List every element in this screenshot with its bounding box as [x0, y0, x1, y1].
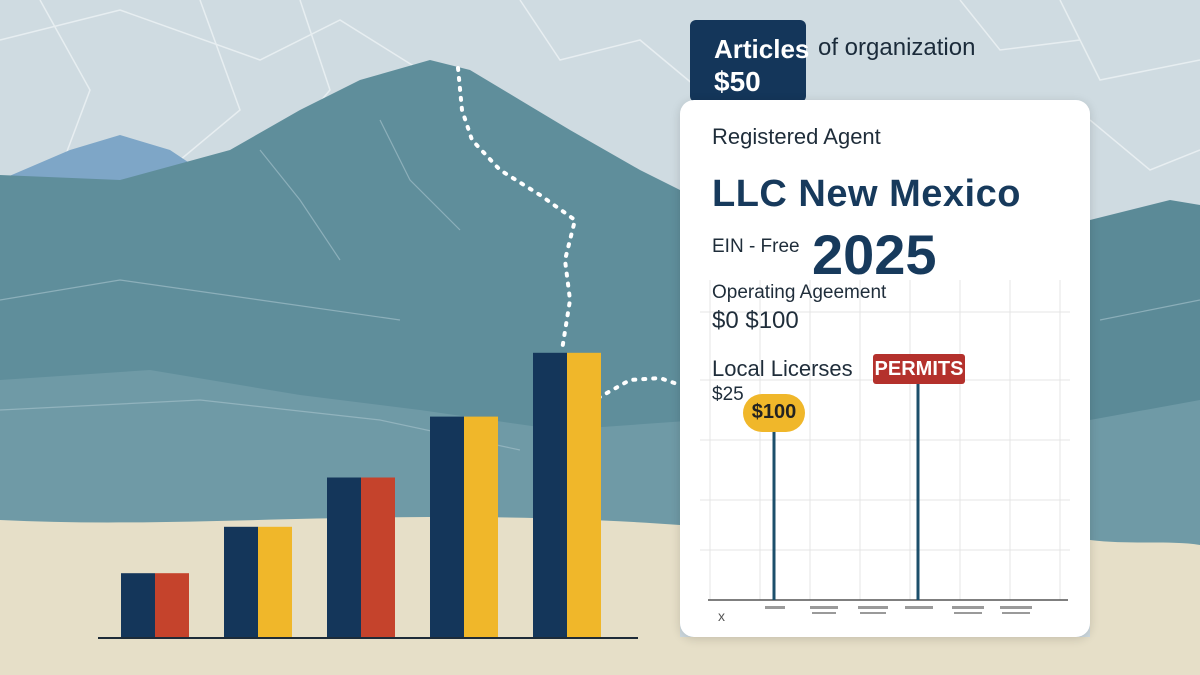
operating-agreement-label: Operating Ageement: [712, 282, 887, 303]
permits-label: PERMITS: [874, 358, 964, 380]
bar-1-right: [155, 573, 189, 637]
bar-1-left: [121, 573, 155, 637]
articles-badge: [690, 20, 806, 102]
axis-x-mark: x: [718, 608, 725, 624]
local-licenses-label: Local Licerses: [712, 356, 853, 381]
bar-5-right: [567, 352, 601, 637]
bar-2-right: [258, 526, 292, 637]
map-lines: [0, 0, 1200, 171]
bar-3-left: [327, 477, 361, 637]
articles-subtitle: of organization: [818, 34, 976, 61]
articles-price: $50: [714, 66, 761, 97]
articles-title: Articles: [714, 34, 810, 64]
card-grid: [700, 280, 1070, 614]
trail-path: [456, 66, 682, 400]
bar-4-left: [430, 416, 464, 637]
bar-4-right: [464, 416, 498, 637]
operating-price: $0 $100: [712, 307, 799, 334]
bar-group-container: [121, 352, 601, 637]
ein-label: EIN - Free: [712, 236, 800, 257]
price-bubble-label: $100: [751, 401, 797, 423]
local-licenses-price: $25: [712, 384, 744, 405]
foothill: [0, 370, 700, 560]
info-card: [680, 100, 1090, 637]
bar-5-left: [533, 352, 567, 637]
bar-3-right: [361, 477, 395, 637]
registered-agent-label: Registered Agent: [712, 124, 881, 149]
permits-badge: [873, 354, 965, 384]
year-label: 2025: [812, 223, 937, 286]
bar-2-left: [224, 526, 258, 637]
card-title: LLC New Mexico: [712, 173, 1021, 215]
price-bubble: [743, 394, 805, 432]
